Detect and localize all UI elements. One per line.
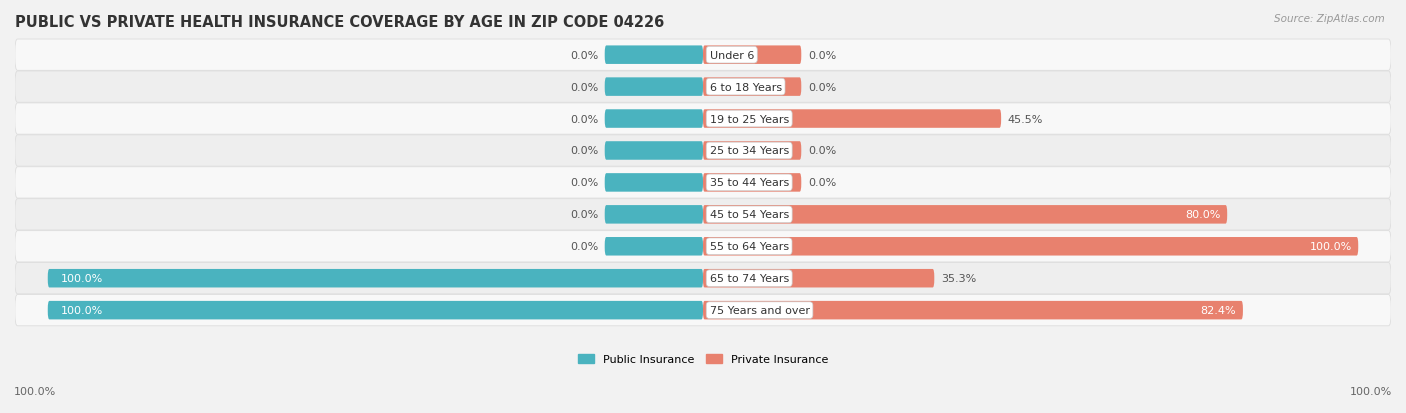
Text: 35.3%: 35.3%: [941, 273, 976, 284]
Text: 55 to 64 Years: 55 to 64 Years: [710, 242, 789, 252]
Text: 0.0%: 0.0%: [569, 178, 598, 188]
Text: 0.0%: 0.0%: [569, 50, 598, 61]
FancyBboxPatch shape: [48, 269, 703, 288]
FancyBboxPatch shape: [15, 72, 1391, 103]
Text: 6 to 18 Years: 6 to 18 Years: [710, 83, 782, 93]
Text: 0.0%: 0.0%: [808, 146, 837, 156]
FancyBboxPatch shape: [15, 167, 1391, 199]
FancyBboxPatch shape: [15, 295, 1391, 326]
Text: 80.0%: 80.0%: [1185, 210, 1220, 220]
FancyBboxPatch shape: [15, 199, 1391, 230]
Text: 0.0%: 0.0%: [569, 114, 598, 124]
FancyBboxPatch shape: [15, 40, 1391, 71]
Legend: Public Insurance, Private Insurance: Public Insurance, Private Insurance: [574, 349, 832, 369]
Text: 100.0%: 100.0%: [60, 273, 103, 284]
FancyBboxPatch shape: [605, 237, 703, 256]
Text: 0.0%: 0.0%: [808, 178, 837, 188]
Text: 100.0%: 100.0%: [1309, 242, 1351, 252]
FancyBboxPatch shape: [703, 206, 1227, 224]
FancyBboxPatch shape: [605, 110, 703, 128]
Text: 0.0%: 0.0%: [569, 242, 598, 252]
Text: 45.5%: 45.5%: [1008, 114, 1043, 124]
Text: 100.0%: 100.0%: [60, 305, 103, 316]
Text: 100.0%: 100.0%: [14, 387, 56, 396]
FancyBboxPatch shape: [703, 301, 1243, 320]
Text: 100.0%: 100.0%: [1350, 387, 1392, 396]
Text: 19 to 25 Years: 19 to 25 Years: [710, 114, 789, 124]
FancyBboxPatch shape: [703, 78, 801, 97]
Text: 0.0%: 0.0%: [808, 83, 837, 93]
Text: PUBLIC VS PRIVATE HEALTH INSURANCE COVERAGE BY AGE IN ZIP CODE 04226: PUBLIC VS PRIVATE HEALTH INSURANCE COVER…: [15, 15, 664, 30]
FancyBboxPatch shape: [605, 174, 703, 192]
FancyBboxPatch shape: [703, 142, 801, 160]
FancyBboxPatch shape: [48, 301, 703, 320]
FancyBboxPatch shape: [15, 104, 1391, 135]
FancyBboxPatch shape: [703, 174, 801, 192]
FancyBboxPatch shape: [15, 231, 1391, 262]
Text: 82.4%: 82.4%: [1201, 305, 1236, 316]
Text: 0.0%: 0.0%: [569, 83, 598, 93]
Text: Under 6: Under 6: [710, 50, 754, 61]
FancyBboxPatch shape: [703, 46, 801, 65]
Text: 0.0%: 0.0%: [569, 146, 598, 156]
FancyBboxPatch shape: [15, 263, 1391, 294]
FancyBboxPatch shape: [703, 110, 1001, 128]
FancyBboxPatch shape: [703, 269, 935, 288]
Text: 25 to 34 Years: 25 to 34 Years: [710, 146, 789, 156]
Text: 75 Years and over: 75 Years and over: [710, 305, 810, 316]
FancyBboxPatch shape: [15, 135, 1391, 167]
Text: 35 to 44 Years: 35 to 44 Years: [710, 178, 789, 188]
Text: 45 to 54 Years: 45 to 54 Years: [710, 210, 789, 220]
FancyBboxPatch shape: [703, 237, 1358, 256]
Text: Source: ZipAtlas.com: Source: ZipAtlas.com: [1274, 14, 1385, 24]
FancyBboxPatch shape: [605, 206, 703, 224]
Text: 0.0%: 0.0%: [569, 210, 598, 220]
FancyBboxPatch shape: [605, 78, 703, 97]
FancyBboxPatch shape: [605, 46, 703, 65]
Text: 0.0%: 0.0%: [808, 50, 837, 61]
Text: 65 to 74 Years: 65 to 74 Years: [710, 273, 789, 284]
FancyBboxPatch shape: [605, 142, 703, 160]
